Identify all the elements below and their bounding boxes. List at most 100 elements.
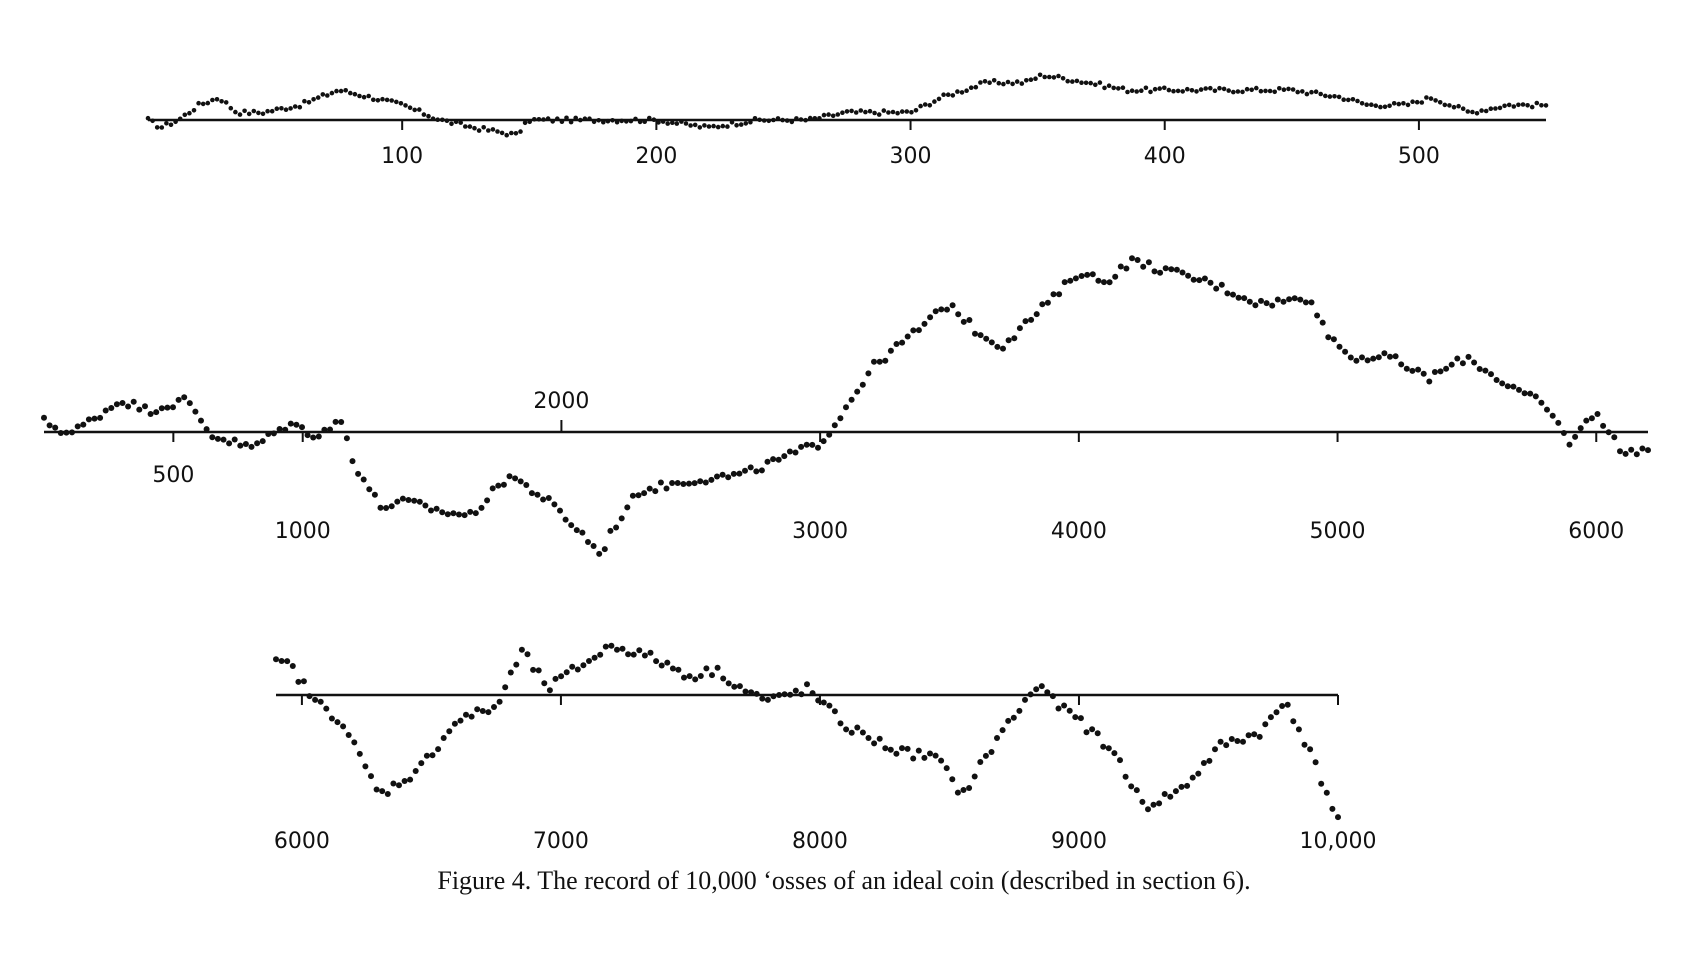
middle-data-point [1028,316,1035,323]
bottom-data-point [887,746,894,753]
middle-data-point [843,404,849,411]
bottom-data-point [1217,738,1224,745]
top-data-point [1125,89,1130,95]
top-data-point [426,113,431,119]
bottom-data-point [1139,798,1146,805]
top-data-point [614,119,620,125]
middle-data-point [1112,273,1119,280]
bottom-data-point [977,759,984,765]
middle-data-point [46,422,53,429]
bottom-data-point [820,699,827,706]
bottom-data-point [994,735,1000,741]
bottom-data-point [574,666,581,673]
middle-data-point [125,403,132,410]
top-data-point [1525,103,1530,108]
top-data-point [775,116,781,121]
top-data-point [1332,94,1337,99]
top-data-point [242,108,247,114]
panel-middle: 500 1000 2000 3000 4000 5000 6000 [41,255,1651,557]
bottom-data-point [1117,757,1123,764]
bottom-data-point [306,693,313,700]
bottom-data-point [636,647,643,654]
top-data-point [412,107,418,113]
middle-data-point [1499,380,1506,387]
top-data-point [1309,89,1314,95]
top-data-point [481,125,487,130]
middle-data-point [1375,354,1382,361]
top-data-point [973,84,979,90]
middle-data-point [1207,279,1214,286]
bottom-data-point [340,723,347,730]
top-data-point [886,110,891,115]
bottom-data-point [586,658,592,664]
top-data-point [601,119,606,125]
middle-data-point [1566,441,1573,448]
middle-data-point [1033,311,1040,318]
middle-data-point [484,497,491,504]
middle-data-point [1330,336,1337,343]
bottom-data-point [681,674,687,681]
middle-data-point [192,408,199,415]
top-data-point [260,111,266,117]
top-data-point [279,106,284,111]
middle-data-point [265,431,272,437]
top-data-point [945,92,951,97]
top-data-point [283,107,289,112]
bottom-data-point [720,675,727,682]
middle-data-point [450,510,457,517]
bottom-data-point [943,765,950,772]
top-data-point [338,88,344,94]
top-data-point [1129,88,1135,93]
bottom-data-point [1055,705,1062,712]
top-data-point [302,98,307,104]
bottom-data-point [379,788,386,795]
top-data-point [688,123,693,128]
bottom-tick-label: 8000 [792,829,848,854]
top-data-point [1249,87,1254,93]
middle-data-point [1459,360,1466,367]
top-data-point [541,117,546,122]
middle-data-point [237,442,244,449]
bottom-data-point [1212,746,1218,753]
middle-data-point [865,370,872,377]
middle-data-point [820,438,827,445]
middle-data-point [1426,378,1433,385]
top-data-point [164,121,169,126]
middle-data-point [764,458,771,465]
middle-data-point [349,458,356,465]
middle-data-point [1314,312,1321,319]
middle-data-point [859,381,866,388]
top-data-point [711,123,716,129]
top-data-point [191,108,197,113]
top-data-point [890,109,896,115]
bottom-data-point [764,696,771,703]
middle-data-point [1235,294,1242,301]
top-data-point [154,125,160,130]
middle-data-point [1510,383,1517,390]
middle-data-point [461,512,468,519]
middle-data-point [85,416,92,423]
bottom-data-point [988,749,995,755]
top-data-point [1047,74,1052,80]
top-data-point [1028,77,1034,82]
top-data-point [1346,97,1351,103]
top-data-point [1539,103,1544,108]
bottom-data-point [1200,760,1207,766]
bottom-data-point [412,768,419,774]
bottom-data-point [848,729,855,736]
bottom-data-point [491,704,497,710]
top-data-point [697,125,703,130]
bottom-data-point [1128,783,1135,790]
bottom-data-point [1027,691,1034,698]
top-data-point [1093,82,1098,88]
bottom-data-point [507,669,514,676]
middle-data-point [1364,357,1371,364]
top-data-point [1502,103,1507,109]
middle-data-point [1628,446,1635,453]
middle-data-point [646,485,653,492]
middle-tick-label: 4000 [1051,519,1107,544]
middle-data-point [153,409,160,416]
top-data-point [950,93,956,98]
middle-data-point [74,423,81,430]
middle-data-point [557,507,563,514]
